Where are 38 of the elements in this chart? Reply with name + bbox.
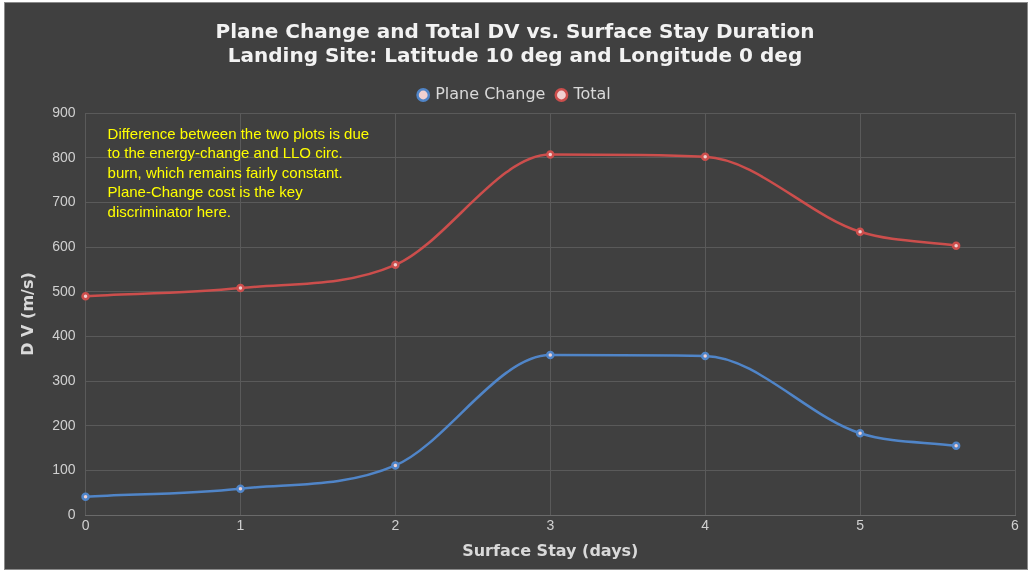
point bbox=[951, 241, 961, 250]
x-tick-label: 5 bbox=[856, 517, 865, 534]
x-tick-label: 6 bbox=[1011, 517, 1020, 534]
x-tick-label: 3 bbox=[546, 517, 555, 534]
legend-label: Total bbox=[572, 84, 611, 104]
annotation: Difference between the two plots is due to the energy-change and LLO circ. burn, which remains fairly constant. Plane-Change cost is the key discriminator here. bbox=[107, 124, 370, 220]
x-tick-label: 4 bbox=[701, 517, 710, 534]
point bbox=[700, 351, 710, 361]
y-tick-label: 600 bbox=[52, 237, 76, 254]
chart-subtitle: Landing Site: Latitude 10 deg and Longitude 0 deg bbox=[227, 43, 803, 68]
legend-label: Plane Change bbox=[435, 84, 546, 104]
y-tick-label: 800 bbox=[52, 148, 76, 165]
point bbox=[855, 429, 865, 438]
y-tick-label: 900 bbox=[52, 103, 76, 120]
y-tick-label: 0 bbox=[67, 505, 76, 522]
point bbox=[81, 291, 90, 301]
point bbox=[236, 283, 245, 293]
y-axis-title: D V (m/s) bbox=[17, 272, 37, 356]
point bbox=[391, 461, 400, 470]
point bbox=[391, 260, 400, 270]
chart-title: Plane Change and Total DV vs. Surface Stay Duration bbox=[215, 19, 815, 44]
point bbox=[700, 152, 710, 162]
x-tick-label: 0 bbox=[81, 517, 90, 534]
y-tick-label: 100 bbox=[52, 461, 76, 478]
point bbox=[855, 227, 865, 237]
point bbox=[951, 441, 961, 451]
x-tick-label: 2 bbox=[391, 517, 400, 534]
point bbox=[81, 492, 90, 501]
y-tick-label: 200 bbox=[52, 416, 76, 433]
point bbox=[546, 150, 555, 159]
y-tick-label: 400 bbox=[52, 327, 76, 344]
y-tick-label: 700 bbox=[52, 193, 76, 210]
point bbox=[236, 484, 245, 493]
y-tick-label: 500 bbox=[52, 282, 76, 299]
x-axis-title: Surface Stay (days) bbox=[462, 540, 639, 560]
x-tick-label: 1 bbox=[236, 517, 245, 534]
point bbox=[546, 350, 555, 360]
y-tick-label: 300 bbox=[52, 371, 76, 388]
